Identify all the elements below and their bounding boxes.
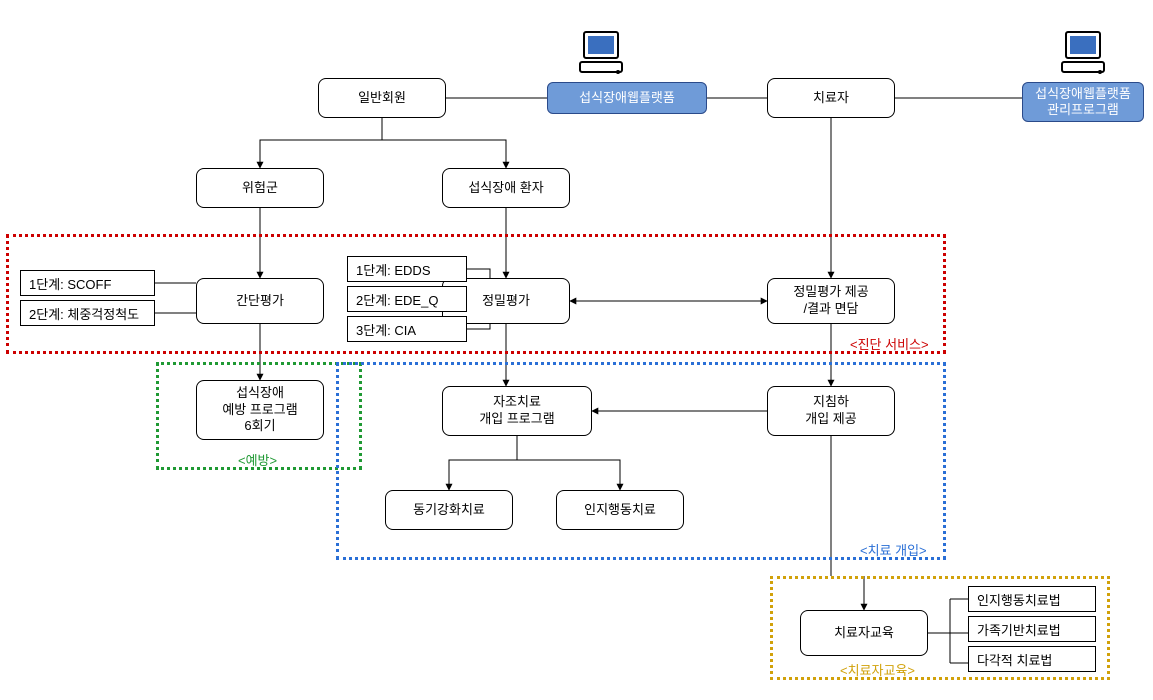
node-ed-patient: 섭식장애 환자: [442, 168, 570, 208]
box-multi-method: 다각적 치료법: [968, 646, 1096, 672]
box-cia: 3단계: CIA: [347, 316, 467, 342]
box-cbt-method: 인지행동치료법: [968, 586, 1096, 612]
node-cbt-tx: 인지행동치료: [556, 490, 684, 530]
region-label-intervention: <치료 개입>: [860, 540, 927, 559]
box-family-method: 가족기반치료법: [968, 616, 1096, 642]
node-simple-eval: 간단평가: [196, 278, 324, 324]
pill-label: 섭식장애웹플랫폼관리프로그램: [1035, 86, 1131, 117]
node-therapist: 치료자: [767, 78, 895, 118]
box-label: 2단계: EDE_Q: [356, 290, 438, 309]
node-label: 정밀평가 제공/결과 면담: [793, 284, 868, 318]
node-label: 인지행동치료: [584, 502, 656, 519]
box-label: 1단계: EDDS: [356, 260, 431, 279]
node-risk-group: 위험군: [196, 168, 324, 208]
platform-pill: 섭식장애웹플랫폼: [547, 82, 707, 114]
box-label: 가족기반치료법: [977, 620, 1061, 639]
node-prevention-program: 섭식장애예방 프로그램6회기: [196, 380, 324, 440]
node-label: 위험군: [242, 180, 278, 197]
pill-label: 섭식장애웹플랫폼: [579, 90, 675, 106]
box-scoff: 1단계: SCOFF: [20, 270, 155, 296]
node-guided-provide: 지침하개입 제공: [767, 386, 895, 436]
node-motivation-tx: 동기강화치료: [385, 490, 513, 530]
node-label: 동기강화치료: [413, 502, 485, 519]
node-general-member: 일반회원: [318, 78, 446, 118]
node-label: 지침하개입 제공: [805, 394, 856, 428]
box-edds: 1단계: EDDS: [347, 256, 467, 282]
node-label: 섭식장애예방 프로그램6회기: [222, 385, 297, 436]
node-label: 정밀평가: [482, 293, 530, 310]
box-label: 3단계: CIA: [356, 320, 416, 339]
box-edeq: 2단계: EDE_Q: [347, 286, 467, 312]
platform-admin-pill: 섭식장애웹플랫폼관리프로그램: [1022, 82, 1144, 122]
node-eval-provide: 정밀평가 제공/결과 면담: [767, 278, 895, 324]
region-label-prevention: <예방>: [238, 450, 277, 469]
node-therapist-edu: 치료자교육: [800, 610, 928, 656]
box-weight: 2단계: 체중걱정척도: [20, 300, 155, 326]
node-label: 치료자교육: [834, 625, 894, 642]
node-label: 간단평가: [236, 293, 284, 310]
box-label: 인지행동치료법: [977, 590, 1061, 609]
node-label: 치료자: [813, 90, 849, 107]
computer-icon: [1058, 28, 1108, 78]
node-label: 자조치료개입 프로그램: [479, 394, 554, 428]
box-label: 1단계: SCOFF: [29, 274, 111, 293]
computer-icon: [576, 28, 626, 78]
node-selfhelp-program: 자조치료개입 프로그램: [442, 386, 592, 436]
node-label: 섭식장애 환자: [468, 180, 543, 197]
region-label-education: <치료자교육>: [840, 660, 915, 679]
node-label: 일반회원: [358, 90, 406, 107]
box-label: 다각적 치료법: [977, 650, 1052, 669]
box-label: 2단계: 체중걱정척도: [29, 304, 139, 323]
region-label-diagnosis: <진단 서비스>: [850, 334, 929, 353]
